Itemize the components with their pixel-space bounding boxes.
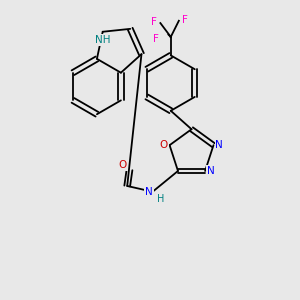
Text: F: F bbox=[151, 17, 156, 27]
Text: F: F bbox=[153, 34, 159, 44]
Text: N: N bbox=[207, 166, 215, 176]
Text: O: O bbox=[160, 140, 168, 150]
Text: N: N bbox=[145, 187, 153, 197]
Text: H: H bbox=[157, 194, 164, 204]
Text: N: N bbox=[215, 140, 223, 150]
Text: F: F bbox=[182, 15, 188, 25]
Text: NH: NH bbox=[95, 35, 110, 45]
Text: O: O bbox=[118, 160, 127, 170]
